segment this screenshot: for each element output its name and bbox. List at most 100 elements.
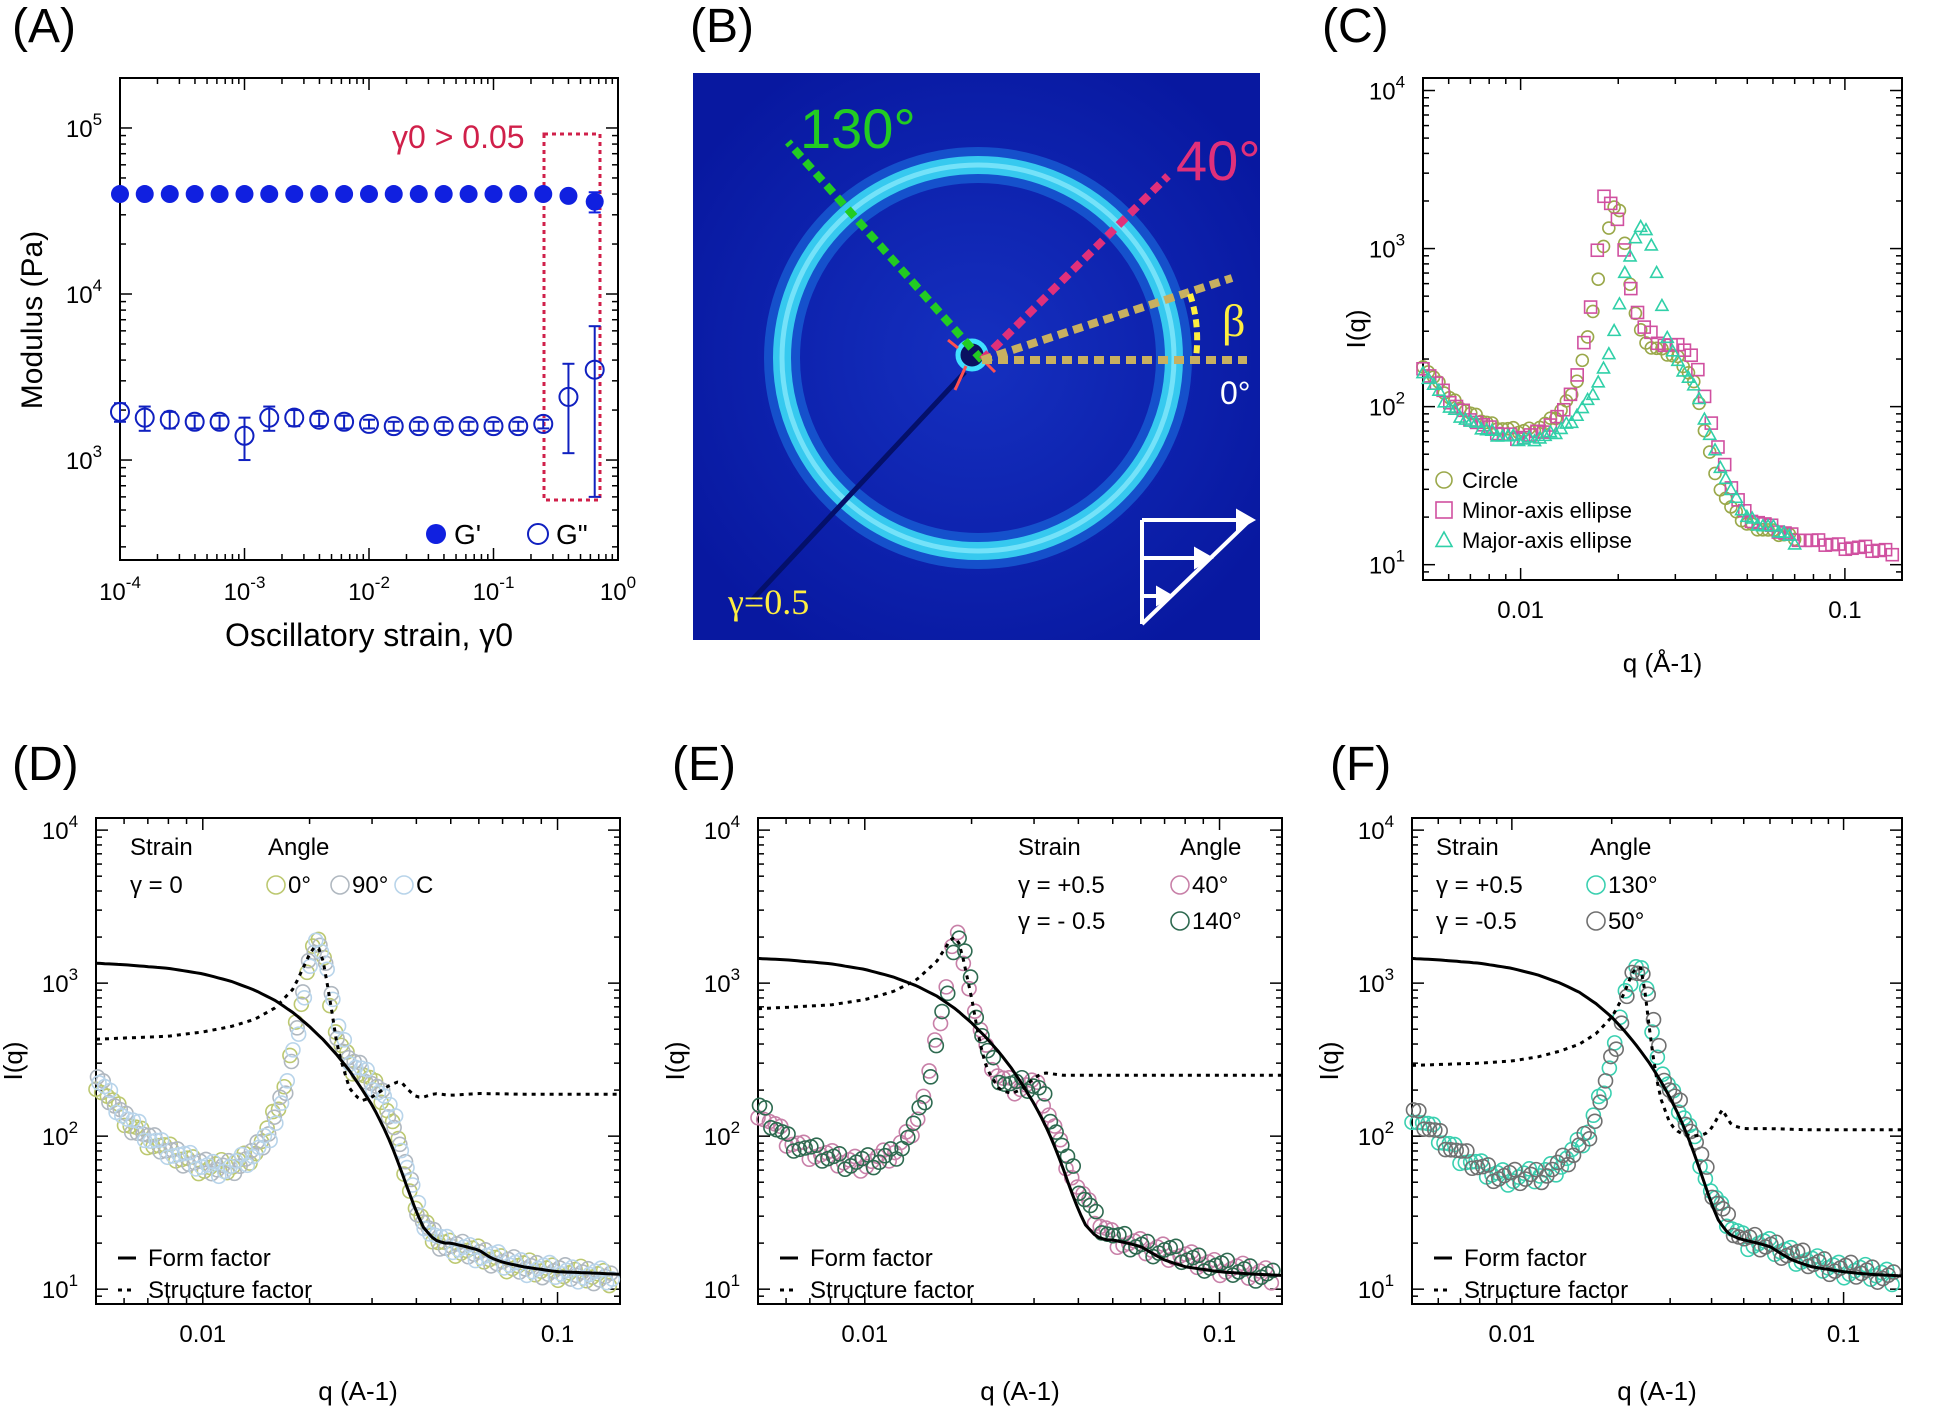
data-point xyxy=(1766,518,1781,532)
shear-diagram-icon xyxy=(1140,508,1257,626)
data-point xyxy=(433,1228,450,1245)
legend-structure-factor: Structure factor xyxy=(810,1277,974,1304)
gprime-point xyxy=(285,185,304,204)
y-tick-label: 101 xyxy=(1358,1271,1394,1304)
data-point xyxy=(932,1015,949,1032)
data-point xyxy=(1651,1037,1667,1054)
y-tick-label: 103 xyxy=(1358,965,1394,998)
data-point xyxy=(1065,1158,1082,1174)
legend-angle-label: C xyxy=(416,872,433,899)
data-point xyxy=(205,1153,221,1170)
data-point xyxy=(266,1109,283,1125)
data-point xyxy=(1420,370,1436,385)
legend-label: Minor-axis ellipse xyxy=(1462,498,1632,523)
x-tick-label: 10-3 xyxy=(224,573,266,606)
data-point xyxy=(273,1095,290,1111)
data-point xyxy=(414,1214,431,1230)
data-point xyxy=(1654,297,1670,312)
data-point xyxy=(1527,433,1542,447)
x-axis-label: q (A-1) xyxy=(318,1376,397,1406)
data-point xyxy=(1596,1085,1612,1102)
legend-form-factor: Form factor xyxy=(1464,1245,1587,1272)
scattering-image: 130° 40° 0° β γ=0.5 xyxy=(693,73,1261,640)
data-point xyxy=(1537,427,1553,442)
data-point xyxy=(927,1032,943,1048)
form-factor-curve xyxy=(1411,956,1903,1278)
form-factor-curve xyxy=(95,961,621,1276)
gdoubleprime-point xyxy=(458,416,479,437)
data-point xyxy=(1734,502,1749,516)
legend-marker xyxy=(330,875,350,895)
data-point xyxy=(1563,387,1578,402)
data-point xyxy=(1558,1150,1575,1167)
data-point xyxy=(938,979,955,995)
gprime-point xyxy=(559,186,578,205)
data-point xyxy=(243,1142,260,1159)
data-point xyxy=(1560,1156,1576,1173)
data-point xyxy=(283,1053,300,1070)
data-point xyxy=(1643,237,1659,251)
data-point xyxy=(153,1132,170,1148)
data-point xyxy=(1569,407,1585,422)
data-point xyxy=(921,1063,937,1079)
data-point xyxy=(604,1271,621,1287)
data-point xyxy=(962,969,979,985)
gprime-point xyxy=(534,185,553,204)
data-point xyxy=(1744,510,1760,524)
data-point xyxy=(1469,1159,1486,1176)
legend-strain-row: γ = +0.5 xyxy=(1018,872,1105,899)
data-point xyxy=(791,1141,808,1158)
data-point xyxy=(1416,1121,1432,1137)
panel-label-e: (E) xyxy=(672,738,736,791)
data-point xyxy=(1776,524,1792,538)
data-point xyxy=(1511,433,1526,447)
data-point xyxy=(392,1136,408,1153)
data-point xyxy=(808,1137,825,1154)
data-point xyxy=(148,1132,164,1149)
data-point xyxy=(1715,1200,1731,1217)
data-point xyxy=(1517,1171,1534,1187)
strain-annotation: γ0 > 0.05 xyxy=(392,119,525,155)
legend-strain-row: γ = +0.5 xyxy=(1436,872,1523,899)
data-point xyxy=(238,1151,254,1167)
data-point xyxy=(1640,986,1656,1003)
data-point xyxy=(1404,1114,1420,1131)
data-point xyxy=(290,1026,307,1042)
x-tick-label: 10-2 xyxy=(348,573,390,606)
form-factor-curve xyxy=(757,956,1283,1277)
data-point xyxy=(1076,1191,1093,1208)
data-point xyxy=(1025,1078,1042,1094)
data-point xyxy=(176,1145,193,1162)
data-point xyxy=(285,1042,301,1058)
data-point xyxy=(1708,466,1722,481)
legend-strain-row: γ = -0.5 xyxy=(1436,908,1517,935)
data-point xyxy=(1885,1264,1902,1280)
beamstop-arm xyxy=(750,370,967,602)
y-tick-label: 102 xyxy=(1358,1118,1394,1151)
structure-factor-curve xyxy=(757,935,1282,1095)
gprime-point xyxy=(235,185,254,204)
legend-header-angle: Angle xyxy=(1590,834,1651,861)
data-point xyxy=(268,1115,284,1132)
data-point xyxy=(911,1099,928,1116)
data-point xyxy=(1421,1121,1438,1138)
data-point xyxy=(1617,264,1633,279)
gprime-point xyxy=(585,192,604,211)
data-point xyxy=(323,985,340,1002)
legend-label-gdoubleprime: G" xyxy=(556,519,588,550)
data-point xyxy=(1405,1102,1422,1118)
data-point xyxy=(353,1060,370,1076)
angle-label-130: 130° xyxy=(800,97,916,160)
structure-factor-curve xyxy=(1411,966,1902,1138)
data-point xyxy=(210,1168,227,1185)
data-point xyxy=(1415,365,1431,379)
legend-angle-label: 40° xyxy=(1192,872,1228,899)
data-point xyxy=(1505,427,1521,442)
data-point xyxy=(1624,281,1638,296)
gdoubleprime-point xyxy=(508,416,529,437)
data-point xyxy=(1622,248,1638,262)
data-point xyxy=(1649,264,1664,279)
data-point xyxy=(1459,1143,1475,1159)
data-point xyxy=(974,1027,990,1044)
legend-marker xyxy=(1586,911,1606,931)
